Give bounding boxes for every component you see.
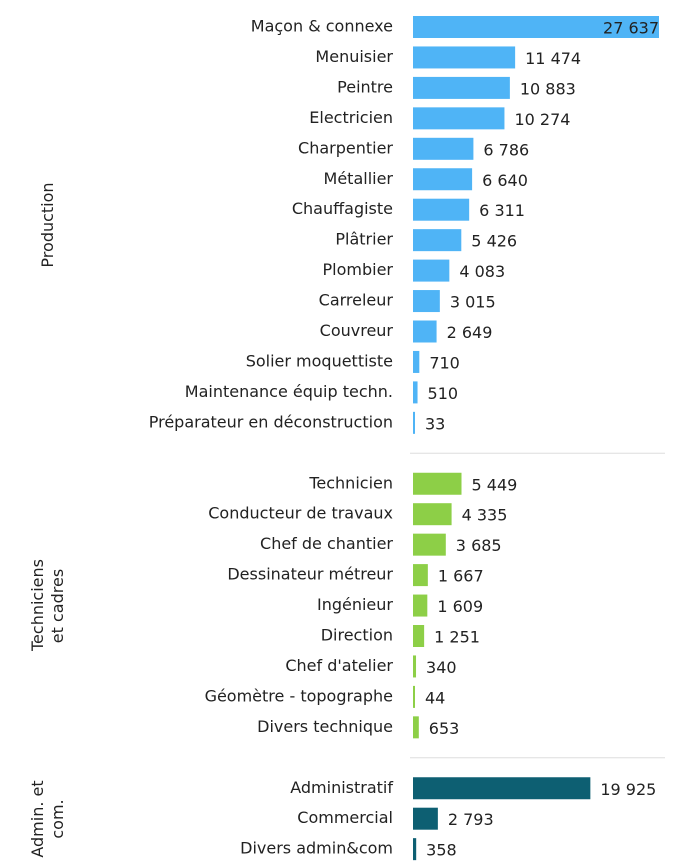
category-label: Maçon & connexe [251,17,393,36]
bar [413,716,419,739]
value-label: 358 [426,841,457,860]
category-label: Divers technique [257,717,393,736]
category-label: Chauffagiste [292,199,393,218]
group-label: Techniciens et cadres [28,558,67,651]
category-label: Métallier [324,169,394,188]
bar [413,411,415,434]
value-label: 4 083 [459,262,505,281]
category-label: Chef d'atelier [285,656,393,675]
category-label: Carreleur [319,291,394,310]
bar [413,594,428,617]
category-label: Chef de chantier [260,534,393,553]
bar [413,290,440,313]
group-label: Production [38,182,57,268]
value-label: 510 [428,384,459,403]
value-label: 5 426 [471,232,517,251]
bar [413,472,462,495]
bar [413,107,505,130]
category-label: Administratif [290,778,393,797]
bar [413,350,420,373]
category-label: Charpentier [298,138,393,157]
bar [413,655,417,678]
category-label: Conducteur de travaux [208,504,393,523]
value-label: 44 [425,688,445,707]
bar [413,137,474,160]
bar [413,625,425,647]
bar [413,198,470,221]
category-label: Technicien [308,473,393,492]
category-label: Menuisier [315,47,393,66]
value-label: 6 786 [483,140,529,159]
category-label: Solier moquettiste [246,351,393,370]
category-label: Dessinateur métreur [227,565,393,584]
category-label: Maintenance équip techn. [185,382,393,401]
value-label: 1 609 [437,597,483,616]
value-label: 3 015 [450,293,496,312]
bar [413,168,473,191]
bar [413,46,516,69]
category-label: Couvreur [320,321,394,340]
value-label: 2 793 [448,810,494,829]
bar [413,564,428,587]
category-label: Plombier [323,260,394,279]
bar [413,807,438,830]
bar [413,16,659,38]
value-label: 3 685 [456,536,502,555]
value-label: 19 925 [600,780,656,799]
value-label: 10 274 [514,110,570,129]
category-label: Direction [321,626,393,645]
value-label: 6 640 [482,171,528,190]
value-label: 5 449 [472,475,518,494]
bar [413,320,437,343]
category-label: Ingénieur [317,595,393,614]
group-label: Admin. et com. [28,780,67,858]
bar [413,685,415,708]
bar [413,838,417,861]
value-label: 2 649 [447,323,493,342]
category-label: Peintre [337,77,393,96]
value-label: 33 [425,414,445,433]
category-label: Commercial [297,808,393,827]
value-label: 1 251 [434,628,480,647]
value-label: 710 [429,353,460,372]
category-label: Géomètre - topographe [205,686,393,705]
bar [413,381,418,404]
value-label: 1 667 [438,567,484,586]
category-label: Divers admin&com [240,839,393,858]
value-label: 27 637 [603,19,659,38]
bar [413,259,450,282]
bar [413,777,591,800]
category-label: Electricien [309,108,393,127]
category-label: Préparateur en déconstruction [149,412,393,431]
bar [413,533,446,556]
bar [413,229,462,252]
value-label: 11 474 [525,49,581,68]
value-label: 340 [426,658,457,677]
category-label: Plâtrier [335,230,393,249]
value-label: 4 335 [462,506,508,525]
bar [413,503,452,526]
bar [413,76,510,99]
value-label: 6 311 [479,201,525,220]
value-label: 10 883 [520,79,576,98]
value-label: 653 [429,719,460,738]
